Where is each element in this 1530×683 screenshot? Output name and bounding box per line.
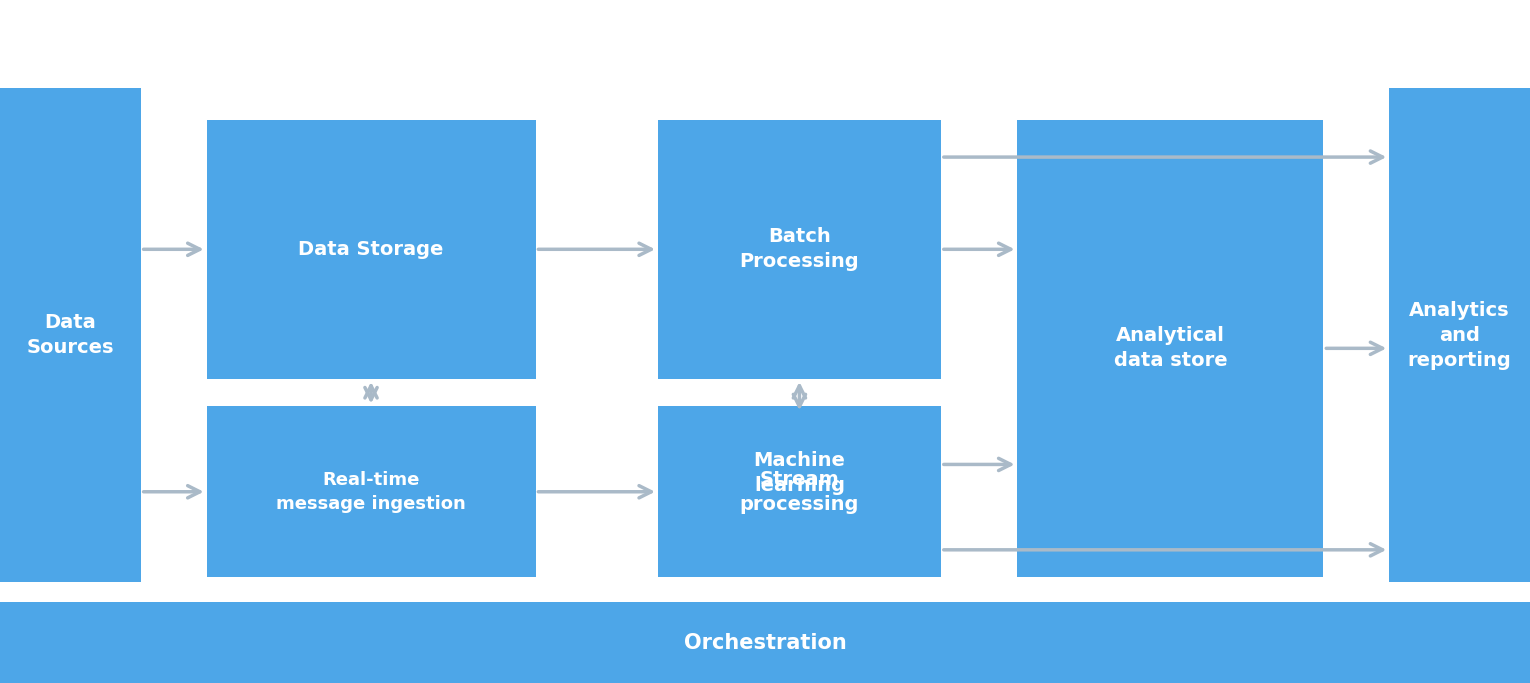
FancyBboxPatch shape bbox=[0, 88, 141, 582]
Text: Batch
Processing: Batch Processing bbox=[739, 227, 860, 271]
FancyBboxPatch shape bbox=[0, 602, 1530, 683]
Text: Analytical
data store: Analytical data store bbox=[1114, 326, 1227, 370]
Text: Machine
learning: Machine learning bbox=[753, 451, 846, 495]
FancyBboxPatch shape bbox=[658, 120, 941, 379]
FancyBboxPatch shape bbox=[658, 406, 941, 577]
Text: Real-time
message ingestion: Real-time message ingestion bbox=[275, 471, 467, 512]
FancyBboxPatch shape bbox=[207, 406, 536, 577]
Text: Analytics
and
reporting: Analytics and reporting bbox=[1408, 301, 1512, 370]
Text: Stream
processing: Stream processing bbox=[739, 470, 860, 514]
FancyBboxPatch shape bbox=[207, 120, 536, 379]
FancyBboxPatch shape bbox=[141, 88, 1389, 582]
FancyBboxPatch shape bbox=[1389, 88, 1530, 582]
Text: Data Storage: Data Storage bbox=[298, 240, 444, 259]
Text: Orchestration: Orchestration bbox=[684, 632, 846, 653]
FancyBboxPatch shape bbox=[658, 413, 941, 533]
Text: Data
Sources: Data Sources bbox=[26, 313, 115, 357]
FancyBboxPatch shape bbox=[1017, 120, 1323, 577]
FancyBboxPatch shape bbox=[0, 88, 1530, 582]
